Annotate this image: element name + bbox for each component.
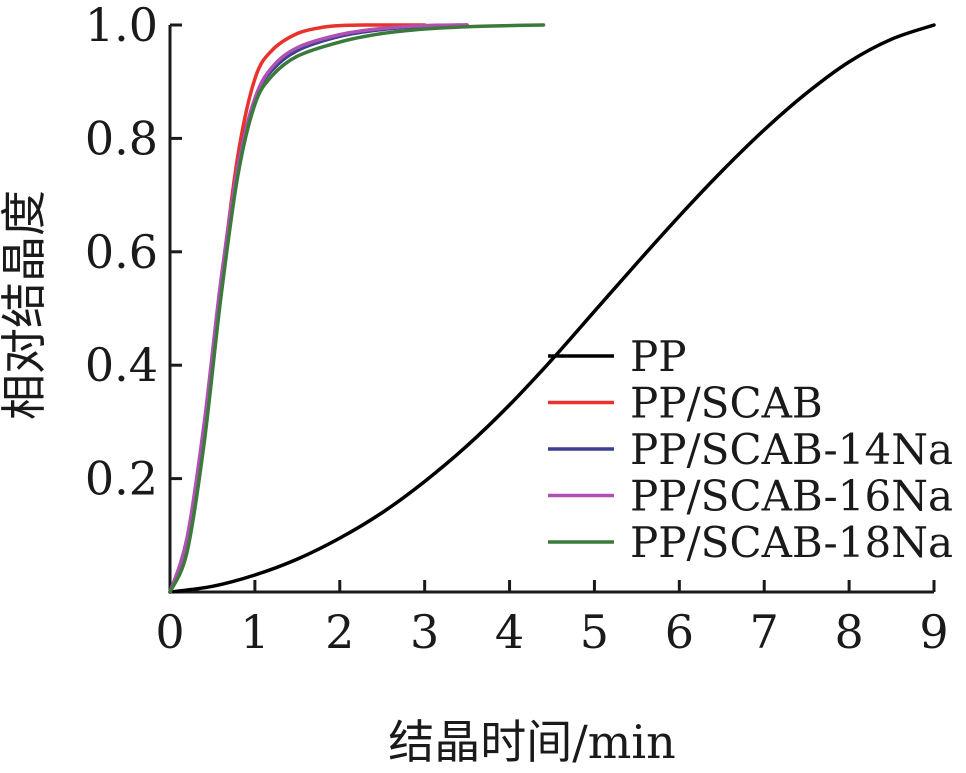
x-tick-label: 9 <box>919 605 948 659</box>
x-tick-label: 7 <box>750 605 779 659</box>
series-line-3 <box>168 23 469 594</box>
legend-label-2: PP/SCAB-14Na <box>630 425 953 474</box>
y-tick-label: 0.6 <box>85 225 158 279</box>
y-tick-label: 0.8 <box>85 111 158 165</box>
legend: PPPP/SCABPP/SCAB-14NaPP/SCAB-16NaPP/SCAB… <box>548 332 953 567</box>
legend-label-1: PP/SCAB <box>630 379 823 428</box>
legend-label-3: PP/SCAB-16Na <box>630 472 953 521</box>
x-axis-title: 结晶时间/min <box>388 715 675 768</box>
series-lines <box>168 23 936 594</box>
series-line-4 <box>168 23 546 594</box>
x-tick-label: 4 <box>495 605 524 659</box>
legend-label-0: PP <box>630 332 687 381</box>
x-tick-label: 8 <box>834 605 863 659</box>
y-axis-title: 相对结晶度 <box>0 190 51 420</box>
x-tick-label: 6 <box>665 605 694 659</box>
x-tick-label: 0 <box>155 605 184 659</box>
legend-label-4: PP/SCAB-18Na <box>630 518 953 567</box>
y-tick-label: 0.2 <box>85 452 158 506</box>
y-tick-label: 0.4 <box>85 338 158 392</box>
axes: 0 1 2 3 4 5 6 7 8 9 0.2 0.4 0.6 0.8 1.0 <box>85 0 949 659</box>
x-tick-label: 5 <box>580 605 609 659</box>
x-tick-label: 2 <box>325 605 354 659</box>
series-line-1 <box>168 23 427 594</box>
series-line-2 <box>168 23 469 594</box>
x-tick-label: 3 <box>410 605 439 659</box>
y-tick-label: 1.0 <box>85 0 158 52</box>
series-line-0 <box>168 23 936 594</box>
x-tick-label: 1 <box>240 605 269 659</box>
